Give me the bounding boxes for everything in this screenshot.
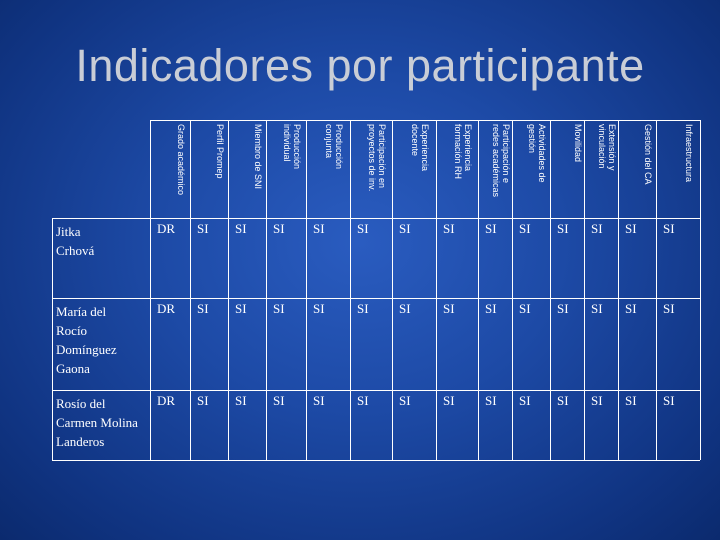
indicator-value: SI [519, 301, 531, 316]
table-vline [52, 218, 53, 460]
table-hline [52, 218, 700, 219]
indicator-value: SI [557, 393, 569, 408]
column-header: Miembro de SNI [253, 124, 263, 190]
table-vline [228, 120, 229, 460]
indicator-value: SI [273, 393, 285, 408]
indicator-value: SI [591, 301, 603, 316]
column-header: Participación en proyectos de inv. [367, 124, 387, 192]
indicator-value: SI [625, 301, 637, 316]
indicator-value: SI [519, 221, 531, 236]
indicator-value: SI [313, 221, 325, 236]
indicator-value: SI [235, 393, 247, 408]
column-header: Perfil Promep [215, 124, 225, 179]
table-vline [618, 120, 619, 460]
page-title: Indicadores por participante [75, 40, 645, 91]
table-vline [512, 120, 513, 460]
table-vline [306, 120, 307, 460]
indicator-value: DR [157, 221, 176, 236]
indicator-value: SI [357, 393, 369, 408]
column-header: Participación e redes académicas [491, 124, 511, 198]
indicator-value: SI [625, 221, 637, 236]
indicator-value: SI [273, 221, 285, 236]
indicator-value: SI [197, 301, 209, 316]
indicator-value: SI [197, 393, 209, 408]
table-vline [190, 120, 191, 460]
table-vline [350, 120, 351, 460]
table-vline [584, 120, 585, 460]
indicator-value: SI [557, 301, 569, 316]
table-vline [550, 120, 551, 460]
indicator-value: SI [399, 221, 411, 236]
table-vline [478, 120, 479, 460]
indicator-value: SI [235, 221, 247, 236]
indicator-value: SI [357, 221, 369, 236]
indicator-value: SI [485, 221, 497, 236]
table-vline [392, 120, 393, 460]
indicator-value: SI [313, 301, 325, 316]
indicator-value: SI [443, 221, 455, 236]
column-header: Producción conjunta [324, 124, 344, 170]
indicator-value: SI [663, 221, 675, 236]
table-vline [700, 120, 701, 460]
table-vline [656, 120, 657, 460]
column-header: Infraestructura [684, 124, 694, 183]
column-header: Actividades de gestión [527, 124, 547, 183]
column-header: Experiencia docente [410, 124, 430, 172]
table-hline [52, 390, 700, 391]
participant-name: Jitka Crhová [56, 224, 95, 258]
indicator-value: SI [519, 393, 531, 408]
column-header: Gestión del CA [643, 124, 653, 185]
table-hline [52, 460, 700, 461]
indicator-value: DR [157, 393, 176, 408]
indicator-value: SI [625, 393, 637, 408]
indicator-value: DR [157, 301, 176, 316]
table-hline [52, 298, 700, 299]
indicator-value: SI [197, 221, 209, 236]
column-header: Grado académico [176, 124, 186, 196]
indicator-value: SI [443, 301, 455, 316]
table-hline [150, 120, 700, 121]
indicator-value: SI [663, 301, 675, 316]
table-vline [150, 120, 151, 460]
column-header: Extensión y vinculación [597, 124, 617, 171]
column-header: Movilidad [573, 124, 583, 163]
indicator-value: SI [273, 301, 285, 316]
indicator-value: SI [313, 393, 325, 408]
indicator-value: SI [591, 221, 603, 236]
indicator-value: SI [485, 301, 497, 316]
indicator-value: SI [443, 393, 455, 408]
indicator-value: SI [485, 393, 497, 408]
table-vline [436, 120, 437, 460]
table-vline [266, 120, 267, 460]
participant-name: Rosío del Carmen Molina Landeros [56, 396, 138, 449]
participant-name: María del Rocío Domínguez Gaona [56, 304, 117, 376]
indicator-value: SI [557, 221, 569, 236]
indicator-value: SI [399, 301, 411, 316]
indicator-value: SI [399, 393, 411, 408]
column-header: Experiencia formación RH [453, 124, 473, 180]
column-header: Producción individual [282, 124, 302, 170]
indicator-value: SI [663, 393, 675, 408]
indicator-value: SI [235, 301, 247, 316]
indicator-value: SI [357, 301, 369, 316]
indicator-value: SI [591, 393, 603, 408]
